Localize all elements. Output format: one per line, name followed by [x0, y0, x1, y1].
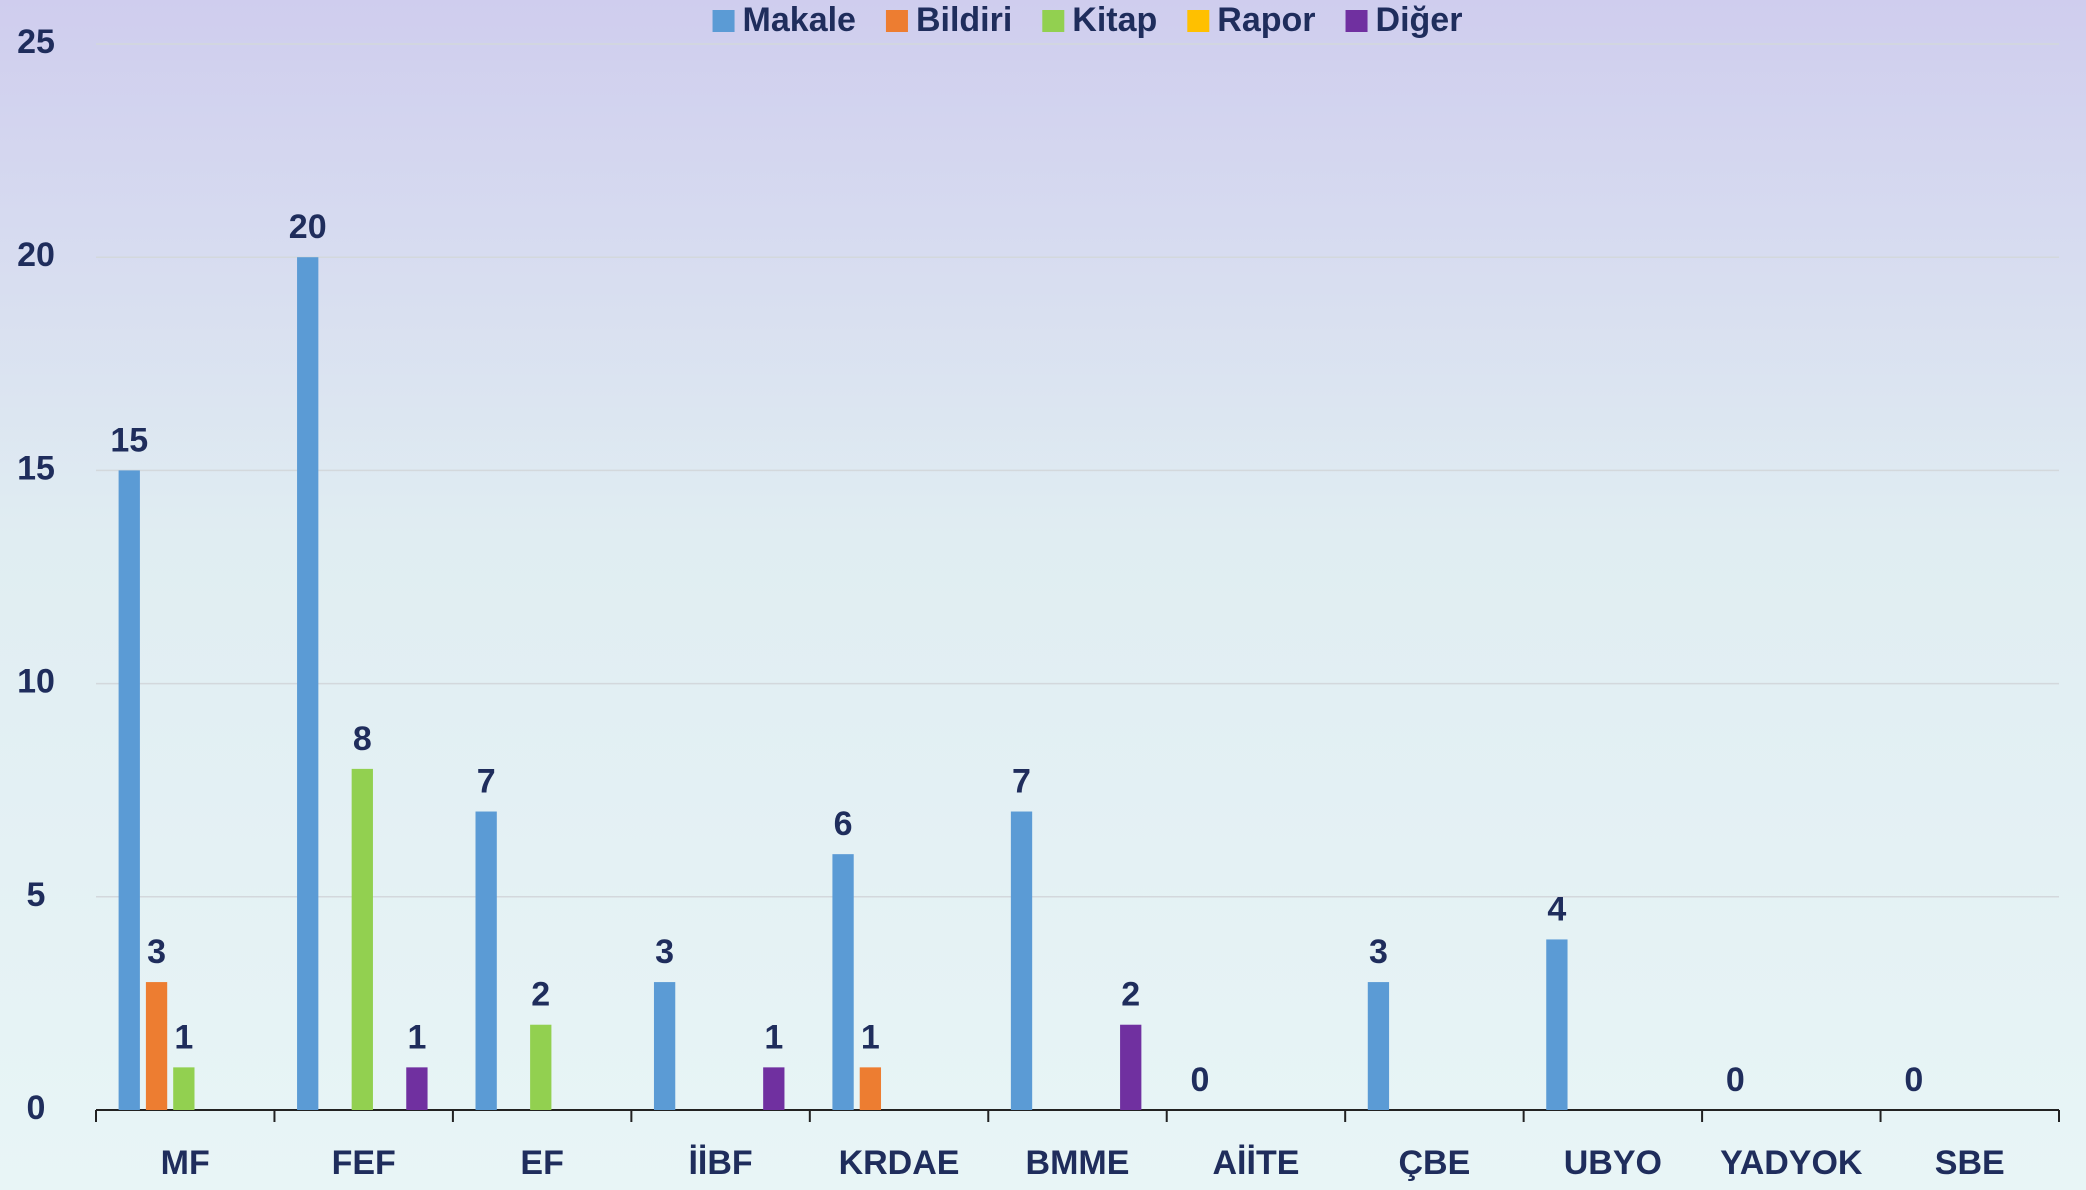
legend-swatch: [1345, 10, 1368, 32]
x-tick-label: YADYOK: [1720, 1144, 1863, 1182]
y-tick-label: 25: [17, 23, 55, 61]
y-tick-label: 5: [27, 876, 46, 914]
data-label: 15: [110, 421, 148, 459]
legend-swatch: [885, 10, 908, 32]
bar: [1367, 982, 1390, 1110]
data-label: 2: [1121, 976, 1140, 1014]
legend-swatch: [1187, 10, 1210, 32]
data-label: 8: [353, 720, 372, 758]
legend-label: Rapor: [1217, 1, 1315, 39]
bar: [145, 982, 168, 1110]
data-label: 1: [764, 1018, 783, 1056]
data-label: 20: [289, 208, 327, 246]
data-label: 3: [147, 933, 166, 971]
data-label: 1: [174, 1018, 193, 1056]
legend-swatch: [712, 10, 735, 32]
data-label: 2: [531, 976, 550, 1014]
bar: [859, 1067, 882, 1110]
data-label: 7: [477, 763, 496, 801]
data-label: 4: [1547, 890, 1566, 928]
bar: [351, 768, 373, 1110]
legend-label: Makale: [743, 1, 856, 39]
y-tick-label: 0: [27, 1089, 46, 1127]
bar: [763, 1067, 785, 1110]
x-tick-label: EF: [520, 1144, 563, 1182]
x-tick-label: SBE: [1935, 1144, 2005, 1182]
data-label: 0: [1726, 1061, 1745, 1099]
data-label: 7: [1012, 763, 1031, 801]
data-label: 3: [1369, 933, 1388, 971]
bar: [832, 854, 854, 1110]
x-tick-label: FEF: [332, 1144, 396, 1182]
data-label: 3: [655, 933, 674, 971]
x-tick-label: BMME: [1026, 1144, 1130, 1182]
bar: [530, 1024, 552, 1110]
legend-swatch: [1042, 10, 1065, 32]
y-tick-label: 20: [17, 236, 55, 274]
y-tick-label: 15: [17, 449, 55, 487]
legend-label: Bildiri: [916, 1, 1012, 39]
y-tick-label: 10: [17, 663, 55, 701]
bar: [297, 257, 319, 1110]
x-tick-label: AİİTE: [1213, 1144, 1300, 1182]
data-label: 1: [861, 1018, 880, 1056]
x-tick-label: İİBF: [688, 1144, 752, 1182]
bar: [1120, 1024, 1142, 1110]
bar: [173, 1067, 195, 1110]
bar: [475, 811, 497, 1110]
data-label: 0: [1191, 1061, 1210, 1099]
x-tick-label: ÇBE: [1399, 1144, 1471, 1182]
x-tick-label: KRDAE: [839, 1144, 960, 1182]
bar: [1546, 939, 1568, 1110]
x-tick-label: UBYO: [1564, 1144, 1662, 1182]
bar: [653, 982, 676, 1110]
data-label: 1: [407, 1018, 426, 1056]
legend-label: Kitap: [1072, 1, 1157, 39]
bar: [1010, 811, 1033, 1110]
data-label: 6: [834, 805, 853, 843]
bar: [406, 1067, 428, 1110]
data-label: 0: [1904, 1061, 1923, 1099]
bar: [118, 470, 140, 1110]
x-tick-label: MF: [161, 1144, 210, 1182]
legend-label: Diğer: [1376, 1, 1463, 39]
